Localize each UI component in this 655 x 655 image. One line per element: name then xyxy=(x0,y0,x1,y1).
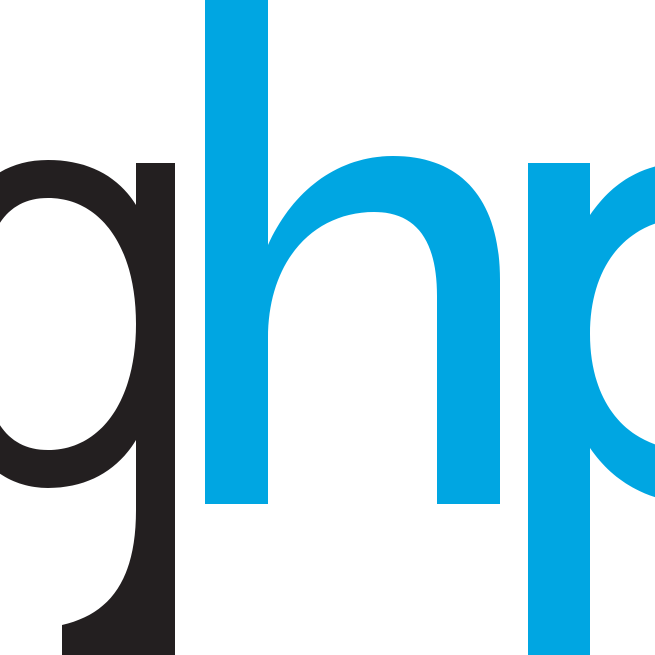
logo-letter-p xyxy=(528,163,655,655)
logo-letter-h xyxy=(205,0,500,504)
logo-letter-g xyxy=(0,160,175,655)
letter-g-bowl xyxy=(0,160,175,655)
letter-h-shape xyxy=(205,0,500,504)
letter-p-shape xyxy=(528,163,655,655)
